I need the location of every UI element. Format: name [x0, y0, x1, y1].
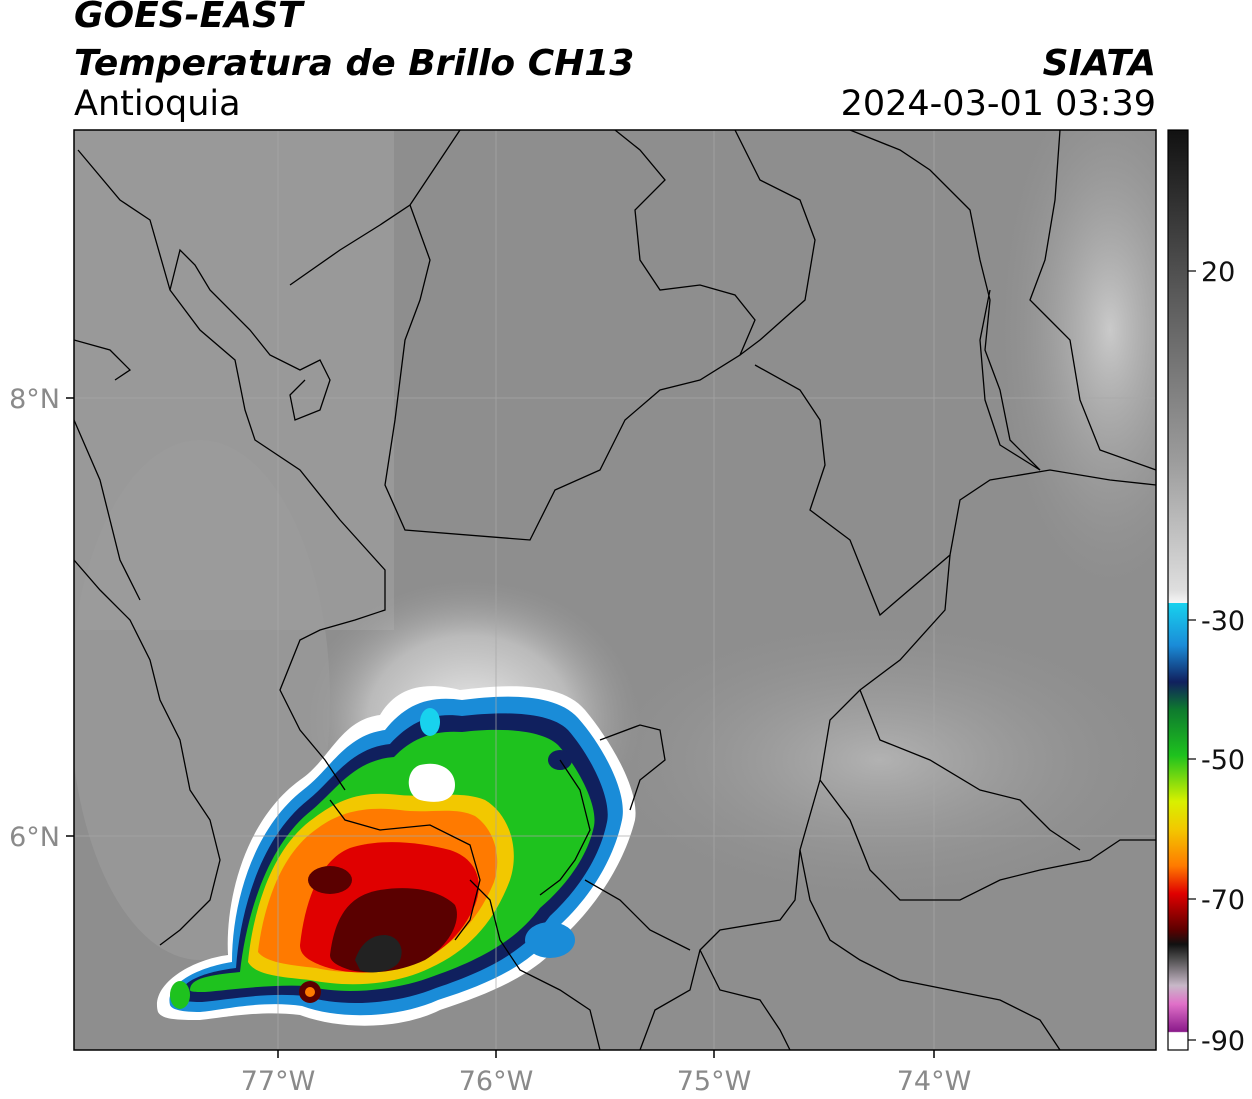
- graticule: [74, 130, 1156, 1050]
- lon-tick-label: 75°W: [677, 1066, 752, 1097]
- product-title: Temperatura de Brillo CH13: [74, 43, 635, 84]
- lon-tick-label: 76°W: [459, 1066, 534, 1097]
- region-label: Antioquia: [74, 84, 241, 124]
- lon-tick-label: 77°W: [241, 1066, 316, 1097]
- colorbar-tick-label: -50: [1201, 745, 1245, 776]
- lat-tick-label: 6°N: [9, 822, 60, 853]
- storm-cluster: [156, 686, 636, 1026]
- map-frame: [73, 129, 1157, 1051]
- lon-tick-label: 74°W: [897, 1066, 972, 1097]
- datetime-label: 2024-03-01 03:39: [840, 84, 1156, 124]
- administrative-boundaries: [74, 130, 1156, 1050]
- colorbar: 20 -30 -50 -70 -90: [1167, 129, 1245, 1057]
- colorbar-tick-label: 20: [1201, 257, 1235, 288]
- organization-label: SIATA: [1042, 43, 1156, 84]
- colorbar-tick-label: -70: [1201, 885, 1245, 916]
- lat-tick-label: 8°N: [9, 384, 60, 415]
- colorbar-tick-label: -90: [1201, 1026, 1245, 1057]
- colorbar-scale: [1167, 129, 1189, 1051]
- map-image: [74, 130, 1156, 1050]
- axis-ticks: [66, 397, 935, 1058]
- satellite-title: GOES-EAST: [74, 0, 303, 36]
- colorbar-tick-label: -30: [1201, 606, 1245, 637]
